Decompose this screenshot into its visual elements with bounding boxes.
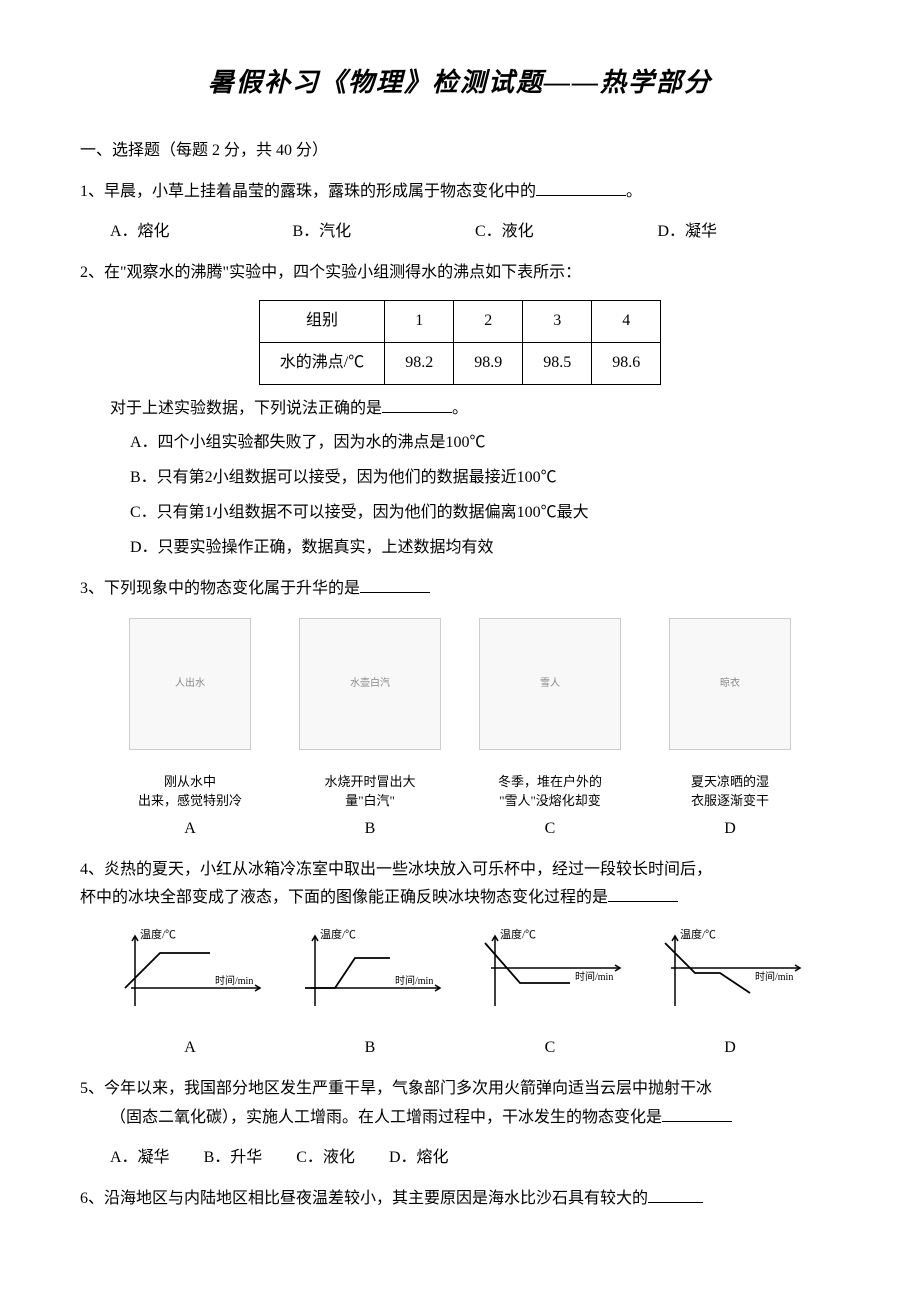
q5-l2-text: （固态二氧化碳），实施人工增雨。在人工增雨过程中，干冰发生的物态变化是 <box>110 1109 662 1126</box>
q4-stem-l2-text: 杯中的冰块全部变成了液态，下面的图像能正确反映冰块物态变化过程的是 <box>80 889 608 906</box>
q3-img-d: 晾衣 <box>640 618 820 758</box>
q2-lead: 对于上述实验数据，下列说法正确的是。 <box>80 395 840 424</box>
line-chart: 温度/℃ 时间/min <box>475 928 625 1018</box>
q4-labels: A B C D <box>100 1034 820 1063</box>
q4-chart-d: 温度/℃ 时间/min <box>640 928 820 1029</box>
q3-caption-d: 夏天凉晒的湿 衣服逐渐变干 <box>640 773 820 809</box>
cell: 98.2 <box>385 342 454 384</box>
line-chart: 温度/℃ 时间/min <box>655 928 805 1018</box>
q3-caption-c: 冬季，堆在户外的 "雪人"没熔化却变 <box>460 773 640 809</box>
th-label: 组别 <box>259 300 384 342</box>
q5-choice-b: B．升华 <box>204 1149 263 1166</box>
svg-text:时间/min: 时间/min <box>215 974 253 987</box>
blank <box>360 576 430 593</box>
cell: 98.9 <box>454 342 523 384</box>
label-b: B <box>280 815 460 844</box>
q1-stem: 1、早晨，小草上挂着晶莹的露珠，露珠的形成属于物态变化中的 <box>80 183 536 200</box>
svg-text:温度/℃: 温度/℃ <box>500 928 536 941</box>
blank <box>536 179 626 196</box>
label-a: A <box>100 1034 280 1063</box>
svg-text:时间/min: 时间/min <box>755 970 793 983</box>
q2-choice-a: A．四个小组实验都失败了，因为水的沸点是100℃ <box>80 429 840 458</box>
q2-choice-d: D．只要实验操作正确，数据真实，上述数据均有效 <box>80 534 840 563</box>
q4-chart-c: 温度/℃ 时间/min <box>460 928 640 1029</box>
label-c: C <box>460 815 640 844</box>
q4-chart-a: 温度/℃ 时间/min <box>100 928 280 1029</box>
label-d: D <box>640 815 820 844</box>
q2-stem: 2、在"观察水的沸腾"实验中，四个实验小组测得水的沸点如下表所示： <box>80 264 581 281</box>
q5-l1: 5、今年以来，我国部分地区发生严重干旱，气象部门多次用火箭弹向适当云层中抛射干冰 <box>80 1075 840 1104</box>
label-d: D <box>640 1034 820 1063</box>
illustration-icon: 人出水 <box>129 618 251 750</box>
svg-text:温度/℃: 温度/℃ <box>680 928 716 941</box>
q4-chart-b: 温度/℃ 时间/min <box>280 928 460 1029</box>
blank <box>608 885 678 902</box>
illustration-icon: 雪人 <box>479 618 621 750</box>
th-col: 3 <box>523 300 592 342</box>
blank <box>382 396 452 413</box>
q5-choice-c: C．液化 <box>296 1149 355 1166</box>
table-row: 组别 1 2 3 4 <box>259 300 660 342</box>
q3-img-a: 人出水 <box>100 618 280 758</box>
svg-text:温度/℃: 温度/℃ <box>140 928 176 941</box>
q5: 5、今年以来，我国部分地区发生严重干旱，气象部门多次用火箭弹向适当云层中抛射干冰… <box>80 1075 840 1133</box>
label-c: C <box>460 1034 640 1063</box>
q5-choice-a: A．凝华 <box>110 1149 170 1166</box>
row-label: 水的沸点/℃ <box>259 342 384 384</box>
q3-stem: 3、下列现象中的物态变化属于升华的是 <box>80 580 360 597</box>
q4-charts: 温度/℃ 时间/min 温度/℃ 时间/min 温度/℃ 时间/min 温度/℃ <box>100 928 820 1029</box>
blank <box>662 1105 732 1122</box>
q1-choices: A．熔化 B．汽化 C．液化 D．凝华 <box>80 218 840 247</box>
q5-choice-d: D．熔化 <box>389 1149 449 1166</box>
svg-text:温度/℃: 温度/℃ <box>320 928 356 941</box>
blank <box>648 1186 703 1203</box>
q1: 1、早晨，小草上挂着晶莹的露珠，露珠的形成属于物态变化中的。 <box>80 178 840 207</box>
q3-images: 人出水 水壶白汽 雪人 晾衣 <box>100 618 820 758</box>
q1-choice-d: D．凝华 <box>658 218 841 247</box>
illustration-icon: 水壶白汽 <box>299 618 441 750</box>
label-b: B <box>280 1034 460 1063</box>
q5-l2: （固态二氧化碳），实施人工增雨。在人工增雨过程中，干冰发生的物态变化是 <box>80 1104 840 1133</box>
q5-choices: A．凝华 B．升华 C．液化 D．熔化 <box>80 1144 840 1173</box>
q3-labels: A B C D <box>100 815 820 844</box>
cell: 98.6 <box>592 342 661 384</box>
q2: 2、在"观察水的沸腾"实验中，四个实验小组测得水的沸点如下表所示： <box>80 259 840 288</box>
q3-caption-a: 刚从水中 出来，感觉特别冷 <box>100 773 280 809</box>
q2-choice-c: C．只有第1小组数据不可以接受，因为他们的数据偏离100℃最大 <box>80 499 840 528</box>
q6-stem: 6、沿海地区与内陆地区相比昼夜温差较小，其主要原因是海水比沙石具有较大的 <box>80 1190 648 1207</box>
q1-choice-c: C．液化 <box>475 218 658 247</box>
q2-table: 组别 1 2 3 4 水的沸点/℃ 98.2 98.9 98.5 98.6 <box>259 300 661 385</box>
q2-choice-b: B．只有第2小组数据可以接受，因为他们的数据最接近100℃ <box>80 464 840 493</box>
q1-choice-a: A．熔化 <box>110 218 293 247</box>
th-col: 2 <box>454 300 523 342</box>
table-row: 水的沸点/℃ 98.2 98.9 98.5 98.6 <box>259 342 660 384</box>
line-chart: 温度/℃ 时间/min <box>295 928 445 1018</box>
q4-stem-l2: 杯中的冰块全部变成了液态，下面的图像能正确反映冰块物态变化过程的是 <box>80 884 840 913</box>
cell: 98.5 <box>523 342 592 384</box>
svg-text:时间/min: 时间/min <box>575 970 613 983</box>
q3: 3、下列现象中的物态变化属于升华的是 <box>80 575 840 604</box>
label-a: A <box>100 815 280 844</box>
svg-text:时间/min: 时间/min <box>395 974 433 987</box>
page-title: 暑假补习《物理》检测试题——热学部分 <box>80 60 840 107</box>
q1-choice-b: B．汽化 <box>293 218 476 247</box>
q3-caption-b: 水烧开时冒出大 量"白汽" <box>280 773 460 809</box>
q4: 4、炎热的夏天，小红从冰箱冷冻室中取出一些冰块放入可乐杯中，经过一段较长时间后，… <box>80 856 840 914</box>
q2-lead-text: 对于上述实验数据，下列说法正确的是 <box>110 400 382 417</box>
q3-img-b: 水壶白汽 <box>280 618 460 758</box>
q3-img-c: 雪人 <box>460 618 640 758</box>
th-col: 1 <box>385 300 454 342</box>
illustration-icon: 晾衣 <box>669 618 791 750</box>
q3-captions: 刚从水中 出来，感觉特别冷 水烧开时冒出大 量"白汽" 冬季，堆在户外的 "雪人… <box>100 773 820 809</box>
q4-stem-l1: 4、炎热的夏天，小红从冰箱冷冻室中取出一些冰块放入可乐杯中，经过一段较长时间后， <box>80 856 840 885</box>
section-header: 一、选择题（每题 2 分，共 40 分） <box>80 137 840 166</box>
th-col: 4 <box>592 300 661 342</box>
line-chart: 温度/℃ 时间/min <box>115 928 265 1018</box>
q6: 6、沿海地区与内陆地区相比昼夜温差较小，其主要原因是海水比沙石具有较大的 <box>80 1185 840 1214</box>
